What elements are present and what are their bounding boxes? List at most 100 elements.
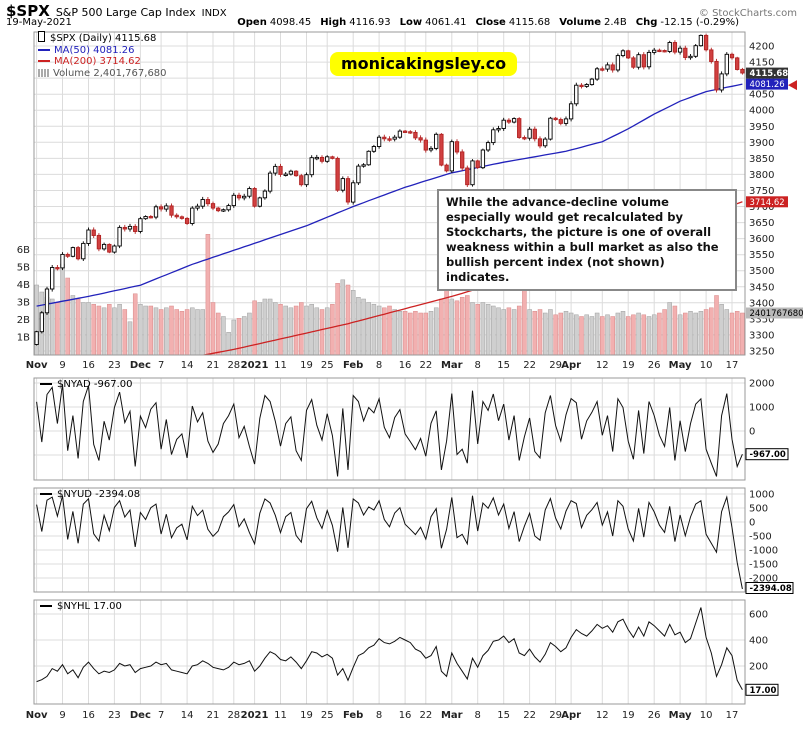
svg-text:Nov: Nov bbox=[26, 360, 48, 371]
svg-text:8: 8 bbox=[475, 710, 481, 721]
svg-text:11: 11 bbox=[274, 710, 287, 721]
svg-text:22: 22 bbox=[523, 710, 536, 721]
svg-text:3650: 3650 bbox=[749, 218, 774, 229]
volume-bars-icon bbox=[38, 68, 49, 77]
quote-strip: Open 4098.45 High 4116.93 Low 4061.41 Close… bbox=[237, 17, 739, 28]
quote-volume: Volume 2.4B bbox=[559, 17, 627, 28]
legend-volume-text: Volume 2,401,767,680 bbox=[53, 67, 167, 79]
svg-text:22: 22 bbox=[523, 360, 536, 371]
svg-text:Mar: Mar bbox=[441, 710, 463, 721]
nyud-chart: 1000 500 0 -500 -1000 -1500 -2000-2394.08 bbox=[33, 487, 794, 594]
line-icon bbox=[40, 605, 52, 607]
svg-text:28: 28 bbox=[227, 710, 240, 721]
quote-value: -12.15 (-0.29%) bbox=[660, 17, 739, 28]
svg-text:6B: 6B bbox=[17, 245, 30, 256]
svg-text:2021: 2021 bbox=[241, 710, 269, 721]
svg-text:4B: 4B bbox=[17, 280, 30, 291]
svg-text:Feb: Feb bbox=[343, 710, 363, 721]
quote-value: 4061.41 bbox=[425, 17, 467, 28]
svg-text:1B: 1B bbox=[17, 333, 30, 344]
index-name: S&P 500 Large Cap Index bbox=[55, 6, 196, 19]
svg-text:17: 17 bbox=[726, 710, 739, 721]
quote-row: 19-May-2021 Open 4098.45 High 4116.93 Low 4… bbox=[0, 17, 803, 28]
nyhl-chart: 600 400 200 17.00 Nov 9 16 23 Dec 7 14 21 28 2021 11 19… bbox=[26, 599, 779, 721]
legend-ma200-text: MA(200) 3714.62 bbox=[54, 56, 141, 67]
svg-text:-967.00: -967.00 bbox=[750, 450, 786, 460]
svg-text:8: 8 bbox=[376, 360, 382, 371]
nyhl-legend: $NYHL 17.00 bbox=[40, 601, 122, 612]
svg-text:19: 19 bbox=[622, 710, 635, 721]
legend-ma50-text: MA(50) 4081.26 bbox=[54, 44, 135, 56]
svg-text:3600: 3600 bbox=[749, 234, 774, 245]
svg-text:22: 22 bbox=[419, 360, 432, 371]
svg-text:9: 9 bbox=[59, 360, 65, 371]
svg-text:21: 21 bbox=[207, 710, 220, 721]
svg-text:Feb: Feb bbox=[343, 360, 363, 371]
line-icon bbox=[40, 493, 52, 495]
svg-text:3300: 3300 bbox=[749, 330, 774, 341]
price-chart-legend: $SPX (Daily) 4115.68 MA(50) 4081.26 MA(2… bbox=[38, 31, 167, 79]
svg-text:12: 12 bbox=[596, 710, 609, 721]
quote-close: Close 4115.68 bbox=[475, 17, 550, 28]
svg-text:0: 0 bbox=[749, 427, 755, 438]
svg-text:29: 29 bbox=[549, 710, 562, 721]
svg-text:Apr: Apr bbox=[561, 710, 581, 721]
svg-text:2401767680: 2401767680 bbox=[750, 309, 803, 319]
svg-text:4050: 4050 bbox=[749, 90, 774, 101]
legend-ma200-row: MA(200) 3714.62 bbox=[38, 56, 167, 68]
svg-text:25: 25 bbox=[321, 710, 334, 721]
legend-volume-row: Volume 2,401,767,680 bbox=[38, 68, 167, 80]
legend-spx-row: $SPX (Daily) 4115.68 bbox=[38, 31, 167, 45]
chart-header: $SPX S&P 500 Large Cap Index INDX © Stoc… bbox=[0, 1, 803, 20]
copyright: © StockCharts.com bbox=[698, 8, 797, 19]
svg-text:16: 16 bbox=[82, 710, 95, 721]
svg-text:16: 16 bbox=[82, 360, 95, 371]
svg-text:17: 17 bbox=[726, 360, 739, 371]
svg-text:May: May bbox=[669, 710, 692, 721]
svg-text:3950: 3950 bbox=[749, 122, 774, 133]
svg-text:200: 200 bbox=[749, 662, 768, 673]
svg-text:4115.68: 4115.68 bbox=[750, 69, 789, 79]
svg-text:11: 11 bbox=[274, 360, 287, 371]
svg-text:28: 28 bbox=[227, 360, 240, 371]
svg-text:19: 19 bbox=[300, 710, 313, 721]
svg-text:22: 22 bbox=[419, 710, 432, 721]
svg-text:19: 19 bbox=[300, 360, 313, 371]
quote-value: 4116.93 bbox=[349, 17, 391, 28]
svg-text:9: 9 bbox=[59, 710, 65, 721]
svg-text:Apr: Apr bbox=[561, 360, 581, 371]
svg-text:400: 400 bbox=[749, 636, 768, 647]
svg-text:23: 23 bbox=[108, 360, 121, 371]
svg-text:3250: 3250 bbox=[749, 347, 774, 358]
nyhl-legend-text: $NYHL 17.00 bbox=[57, 601, 122, 612]
svg-text:25: 25 bbox=[321, 360, 334, 371]
site-watermark: monicakingsley.co bbox=[330, 52, 518, 76]
quote-label: Chg bbox=[635, 17, 658, 28]
svg-text:16: 16 bbox=[399, 710, 412, 721]
quote-value: 4098.45 bbox=[269, 17, 312, 28]
svg-text:Dec: Dec bbox=[130, 710, 151, 721]
svg-text:8: 8 bbox=[475, 360, 481, 371]
svg-text:2000: 2000 bbox=[749, 379, 774, 390]
quote-label: Close bbox=[475, 17, 506, 28]
symbol-label: $SPX bbox=[6, 2, 50, 20]
nyad-legend-text: $NYAD -967.00 bbox=[57, 379, 133, 390]
candlestick-icon bbox=[38, 31, 45, 42]
svg-text:4150: 4150 bbox=[749, 58, 774, 69]
svg-text:10: 10 bbox=[700, 710, 713, 721]
svg-text:3550: 3550 bbox=[749, 250, 774, 261]
quote-label: Low bbox=[399, 17, 423, 28]
svg-text:14: 14 bbox=[181, 710, 194, 721]
ma200-line-icon bbox=[38, 60, 50, 62]
quote-value: 4115.68 bbox=[508, 17, 551, 28]
legend-ma50-row: MA(50) 4081.26 bbox=[38, 45, 167, 57]
svg-text:21: 21 bbox=[207, 360, 220, 371]
svg-text:Nov: Nov bbox=[26, 710, 48, 721]
svg-text:Mar: Mar bbox=[441, 360, 463, 371]
svg-text:29: 29 bbox=[549, 360, 562, 371]
quote-change: Chg -12.15 (-0.29%) bbox=[636, 17, 739, 28]
svg-text:15: 15 bbox=[497, 710, 510, 721]
svg-text:3700: 3700 bbox=[749, 202, 774, 213]
svg-text:-2394.08: -2394.08 bbox=[750, 584, 792, 594]
